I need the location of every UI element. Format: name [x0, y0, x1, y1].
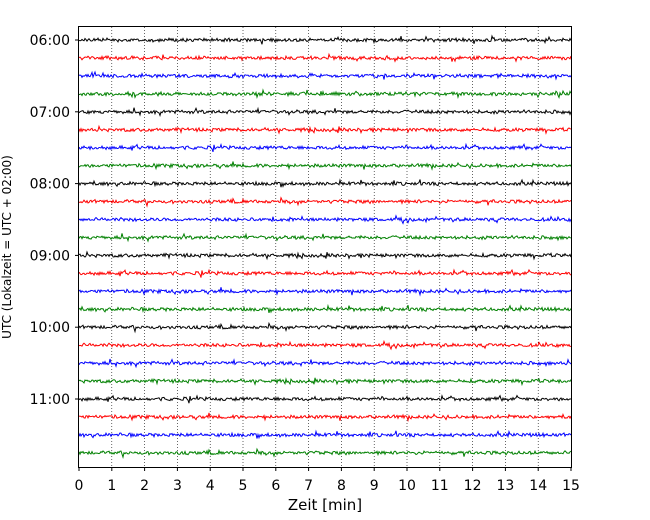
trace-line — [78, 106, 572, 117]
y-tick-label: 08:00 — [30, 177, 70, 193]
y-tick-label: 07:00 — [30, 105, 70, 121]
x-tick-label: 8 — [337, 478, 346, 494]
x-axis: 0 1 2 3 4 5 6 7 8 9 10 11 12 13 14 15 — [75, 467, 580, 494]
trace-line — [78, 232, 572, 243]
x-tick-label: 0 — [75, 478, 84, 494]
trace-line — [78, 268, 572, 278]
y-tick-label: 06:00 — [30, 33, 70, 49]
trace-line — [78, 303, 572, 314]
x-tick-label: 6 — [271, 478, 280, 494]
plot-frame — [78, 26, 572, 468]
x-axis-label: Zeit [min] — [288, 496, 362, 514]
y-tick-label: 10:00 — [30, 320, 70, 336]
trace-line — [78, 142, 572, 153]
x-tick-label: 7 — [304, 478, 313, 494]
y-axis-label: UTC (Lokalzeit = UTC + 02:00) — [0, 155, 14, 339]
x-tick-label: 2 — [140, 478, 149, 494]
trace-line — [78, 358, 572, 369]
x-tick-label: 3 — [173, 478, 182, 494]
trace-line — [78, 34, 572, 45]
trace-line — [78, 214, 572, 225]
trace-line — [78, 52, 572, 63]
trace-line — [78, 161, 572, 171]
trace-line — [78, 124, 572, 135]
trace-line — [78, 429, 572, 440]
trace-line — [78, 447, 572, 460]
trace-line — [78, 250, 572, 261]
y-tick-label: 11:00 — [30, 392, 70, 408]
x-tick-label: 10 — [398, 478, 416, 494]
grid-lines — [111, 27, 539, 467]
trace-line — [78, 339, 572, 351]
trace-line — [78, 178, 572, 188]
trace-line — [78, 394, 572, 404]
trace-line — [78, 88, 572, 100]
trace-line — [78, 321, 572, 334]
trace-line — [78, 412, 572, 423]
x-tick-label: 9 — [370, 478, 379, 494]
trace-line — [78, 196, 572, 208]
x-tick-label: 11 — [431, 478, 449, 494]
trace-line — [78, 287, 572, 297]
x-tick-label: 4 — [206, 478, 215, 494]
x-tick-label: 13 — [496, 478, 514, 494]
trace-line — [78, 70, 572, 81]
x-tick-label: 15 — [562, 478, 580, 494]
y-tick-label: 09:00 — [30, 248, 70, 264]
seismic-traces — [78, 34, 572, 460]
trace-line — [78, 377, 572, 387]
x-tick-label: 14 — [529, 478, 547, 494]
x-tick-label: 1 — [107, 478, 116, 494]
x-tick-label: 5 — [239, 478, 248, 494]
y-axis: 06:00 07:00 08:00 09:00 10:00 11:00 — [30, 33, 79, 408]
x-tick-label: 12 — [464, 478, 482, 494]
